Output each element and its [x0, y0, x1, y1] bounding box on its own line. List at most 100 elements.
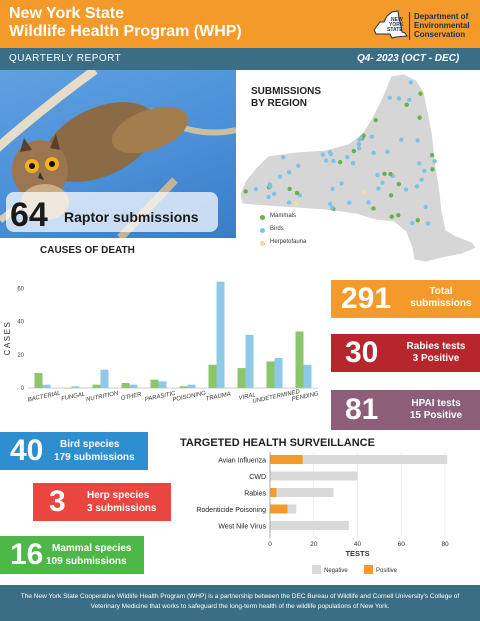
- footer-text: The New York State Cooperative Wildlife …: [20, 593, 460, 610]
- cod-category-label: VIRAL: [238, 392, 256, 401]
- ths-category-label: West Nile Virus: [218, 524, 266, 531]
- ths-bar: [270, 504, 288, 514]
- ths-x-tick: 80: [441, 541, 449, 548]
- cod-y-tick: 60: [17, 286, 24, 292]
- nys-region-map: [239, 73, 477, 263]
- map-submission-dot: [418, 91, 423, 96]
- map-submission-dot: [361, 133, 366, 138]
- hpai-label-line1: HPAI tests: [411, 398, 461, 409]
- map-submission-dot: [356, 146, 362, 151]
- ths-x-tick: 40: [354, 541, 362, 548]
- herp-species-count: 3: [49, 485, 66, 518]
- cod-bar: [208, 364, 217, 388]
- map-submission-dot: [366, 200, 371, 205]
- cod-bar: [34, 373, 43, 388]
- cod-bar: [121, 383, 130, 388]
- cod-bar: [92, 384, 101, 388]
- map-submission-dot: [277, 174, 283, 179]
- cod-bar: [266, 361, 275, 388]
- map-submission-dot: [376, 186, 381, 191]
- cod-category-label: POISONING: [172, 390, 207, 403]
- cod-bar: [216, 281, 225, 388]
- ths-legend-swatch: [364, 565, 373, 574]
- hpai-tests-tile: 81 HPAI tests 15 Positive: [331, 390, 480, 430]
- page-title-line2: Wildlife Health Program (WHP): [9, 23, 242, 40]
- map-submission-dot: [419, 177, 424, 182]
- causes-of-death-title: CAUSES OF DEATH: [40, 245, 135, 256]
- map-submission-dot: [396, 213, 401, 218]
- cod-bar: [187, 384, 196, 388]
- map-submission-dot: [403, 187, 409, 192]
- ths-category-label: Rodenticide Poisoning: [196, 507, 266, 514]
- report-label: QUARTERLY REPORT: [9, 53, 122, 64]
- map-submission-dot: [415, 138, 420, 143]
- cod-y-tick: 0: [21, 386, 25, 392]
- map-submission-dot: [267, 182, 273, 187]
- footer-bar: [0, 585, 480, 621]
- dept-line3: Conservation: [414, 30, 466, 39]
- map-submission-dot: [429, 152, 435, 158]
- ths-bar: [270, 521, 349, 530]
- herp-species-tile: 3 Herp species 3 submissions: [33, 483, 171, 521]
- logo-divider: [409, 12, 410, 40]
- map-submission-dot: [281, 154, 286, 160]
- map-submission-dot: [337, 159, 343, 165]
- map-submission-dot: [320, 152, 325, 157]
- map-submission-dot: [350, 160, 356, 166]
- cod-bar: [71, 386, 80, 388]
- rabies-tests-tile: 30 Rabies tests 3 Positive: [331, 334, 480, 372]
- cod-bar: [100, 369, 109, 388]
- mammal-species-tile: 16 Mammal species 109 submissions: [0, 536, 144, 574]
- ths-category-label: Rabies: [244, 491, 266, 498]
- nys-logo-icon: NEW YORK STATE: [373, 10, 408, 39]
- cod-bar: [303, 364, 312, 388]
- bird-species-label: Bird species 179 submissions: [54, 438, 135, 464]
- mammal-species-label: Mammal species 109 submissions: [46, 542, 132, 568]
- map-submission-dot: [423, 204, 428, 210]
- cod-bar: [295, 331, 304, 388]
- rabies-label-line1: Rabies tests: [406, 341, 466, 352]
- hpai-label-line2: 15 Positive: [409, 410, 463, 421]
- herp-species-label: Herp species 3 submissions: [81, 489, 156, 515]
- ths-x-tick: 20: [310, 541, 318, 548]
- cod-category-label: NUTRITION: [86, 391, 120, 404]
- cod-category-label: BACTERIAL: [27, 391, 61, 404]
- map-submission-dot: [419, 219, 425, 225]
- total-submissions-tile: 291 Total submissions: [331, 280, 480, 318]
- cod-bar: [274, 358, 283, 388]
- legend-dot-mammals: [260, 215, 265, 220]
- map-submission-dot: [382, 171, 387, 177]
- map-submission-dot: [375, 172, 380, 178]
- map-submission-dot: [396, 96, 402, 101]
- ths-x-label: TESTS: [345, 549, 369, 558]
- map-submission-dot: [347, 200, 352, 205]
- total-label: Total submissions: [405, 286, 477, 310]
- map-submission-dot: [380, 180, 385, 185]
- map-submission-dot: [329, 205, 335, 210]
- map-submission-dot: [415, 217, 421, 223]
- map-submission-dot: [345, 154, 350, 160]
- ths-bar: [270, 488, 277, 497]
- map-submission-dot: [432, 159, 437, 164]
- cod-category-label: OTHER: [120, 392, 142, 402]
- map-submission-dot: [396, 181, 402, 187]
- surveillance-title: TARGETED HEALTH SURVEILLANCE: [180, 437, 375, 449]
- map-submission-dot: [404, 102, 409, 107]
- report-bar: [0, 48, 480, 70]
- page-title-line1: New York State: [9, 5, 125, 22]
- cod-category-label: TRAUMA: [205, 391, 231, 402]
- ths-legend-label: Positive: [376, 568, 398, 574]
- cod-y-tick: 40: [17, 320, 24, 326]
- hpai-count: 81: [345, 393, 379, 426]
- mammal-species-count: 16: [10, 538, 44, 571]
- map-submission-dot: [371, 206, 376, 211]
- map-submission-dot: [266, 194, 271, 200]
- map-submission-dot: [293, 201, 299, 207]
- total-count: 291: [341, 282, 392, 315]
- map-submission-dot: [286, 169, 292, 175]
- ths-legend-swatch: [312, 565, 321, 574]
- map-submission-dot: [330, 186, 335, 192]
- map-submission-dot: [351, 148, 357, 154]
- map-submission-dot: [408, 80, 414, 85]
- legend-label-mammals: Mammals: [270, 213, 297, 219]
